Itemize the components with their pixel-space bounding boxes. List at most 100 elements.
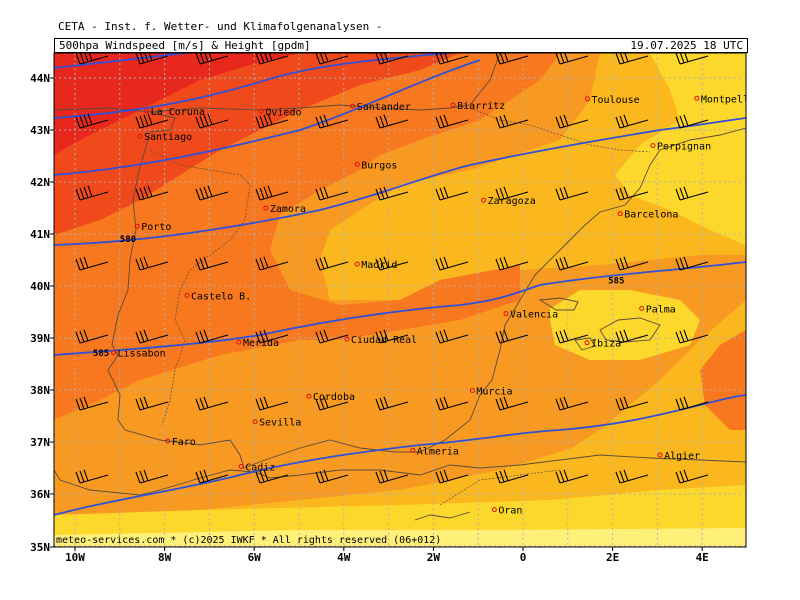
city-marker: Ibiza [584, 339, 621, 350]
lat-tick-label: 36N [30, 488, 50, 501]
city-marker: Ciudad Real [344, 335, 417, 346]
wind-barb [675, 186, 709, 201]
city-label: Porto [141, 222, 171, 233]
city-marker: Lissabon [111, 349, 166, 360]
wind-barb [435, 396, 469, 411]
wind-barb [555, 396, 589, 411]
lon-tick-label: 2E [606, 551, 619, 564]
wind-barb [495, 469, 529, 484]
wind-barb [495, 396, 529, 411]
contour-label: 580 [120, 235, 136, 245]
wind-barb [255, 185, 289, 201]
wind-barb [555, 469, 589, 484]
wind-barb [375, 53, 409, 65]
wind-barb [315, 256, 349, 271]
city-dot [585, 96, 591, 102]
wind-barb [435, 329, 469, 344]
lat-tick-label: 42N [30, 176, 50, 189]
contour-labels: 580 585 585 [93, 235, 624, 359]
wind-barb [435, 256, 469, 271]
wind-barb [195, 396, 229, 411]
city-label: Montpellier [701, 94, 767, 105]
city-dot [137, 133, 143, 139]
wind-barb [615, 186, 649, 201]
wind-barb [135, 469, 169, 484]
wind-barb [675, 469, 709, 484]
city-dot [306, 393, 312, 399]
wind-barb [255, 329, 289, 344]
city-label: Zamora [270, 204, 306, 215]
city-dot [503, 311, 509, 317]
lat-tick-label: 40N [30, 280, 50, 293]
wind-barb [375, 114, 409, 129]
city-label: Biarritz [457, 101, 505, 112]
city-marker: Sevilla [252, 418, 301, 429]
wind-barbs [75, 53, 709, 484]
lon-tick-label: 6W [248, 551, 262, 564]
city-label: Ibiza [591, 339, 621, 350]
city-dot [144, 108, 150, 114]
cities: La Coruna Santiago Oviedo Santander Biarritz… [111, 94, 767, 517]
city-label: Oviedo [265, 107, 301, 118]
city-label: Madrid [361, 260, 397, 271]
city-label: Santander [357, 102, 411, 113]
contour-label: 585 [93, 349, 109, 359]
wind-barb [315, 469, 349, 484]
city-marker: Oviedo [258, 107, 301, 118]
wind-barb [75, 469, 109, 484]
wind-barb [495, 114, 529, 129]
city-marker: Faro [165, 437, 196, 448]
city-dot [354, 161, 360, 167]
wind-barb [195, 185, 229, 201]
city-label: Barcelona [624, 210, 678, 221]
city-dot [650, 143, 656, 149]
wind-barb [435, 469, 469, 484]
wind-barb [195, 53, 229, 65]
wind-barb [675, 396, 709, 411]
city-dot [481, 197, 487, 203]
wind-barb [615, 114, 649, 129]
city-dot [354, 261, 360, 267]
city-marker: Perpignan [650, 142, 711, 153]
wind-barb [255, 113, 289, 129]
city-label: Palma [646, 304, 676, 315]
city-label: Ciudad Real [351, 335, 417, 346]
product-label: 500hpa Windspeed [m/s] & Height [gpdm] [59, 39, 311, 52]
footer-credit: meteo-services.com * (c)2025 IWKF * All … [56, 535, 442, 546]
city-marker: Porto [134, 222, 171, 233]
wind-barb [675, 329, 709, 344]
city-dot [165, 438, 171, 444]
city-label: Faro [172, 437, 196, 448]
wind-barb [195, 113, 229, 129]
wind-barb [195, 329, 229, 344]
axis-labels: 10W 8W 6W 4W 2W 0 2E 4E 44N 43N 42N 41N 40N 39N 38N 37N… [30, 72, 709, 564]
wind-barb [135, 256, 169, 271]
wind-barb [615, 329, 649, 344]
lon-tick-label: 2W [427, 551, 441, 564]
wind-barb [75, 185, 109, 201]
wind-barb [495, 186, 529, 201]
city-marker: Zaragoza [481, 196, 536, 207]
city-label: Merida [243, 338, 279, 349]
wind-barb [555, 114, 589, 129]
wind-barb [255, 396, 289, 411]
city-dot [134, 223, 140, 229]
city-label: Murcia [476, 387, 512, 398]
city-marker: Toulouse [585, 95, 640, 106]
city-marker: Castelo B. [184, 291, 251, 302]
city-dot [410, 447, 416, 453]
wind-barb [675, 256, 709, 271]
speed-band-05 [615, 53, 746, 245]
wind-barb [495, 329, 529, 344]
city-dot [657, 452, 663, 458]
wind-barb [255, 256, 289, 271]
wind-barb [75, 256, 109, 271]
city-marker: Merida [236, 338, 279, 349]
wind-barb [375, 396, 409, 411]
city-marker: Madrid [354, 260, 397, 271]
city-marker: Biarritz [450, 101, 505, 112]
wind-barb [435, 53, 469, 65]
wind-barb [555, 53, 589, 65]
wind-barb [75, 396, 109, 411]
